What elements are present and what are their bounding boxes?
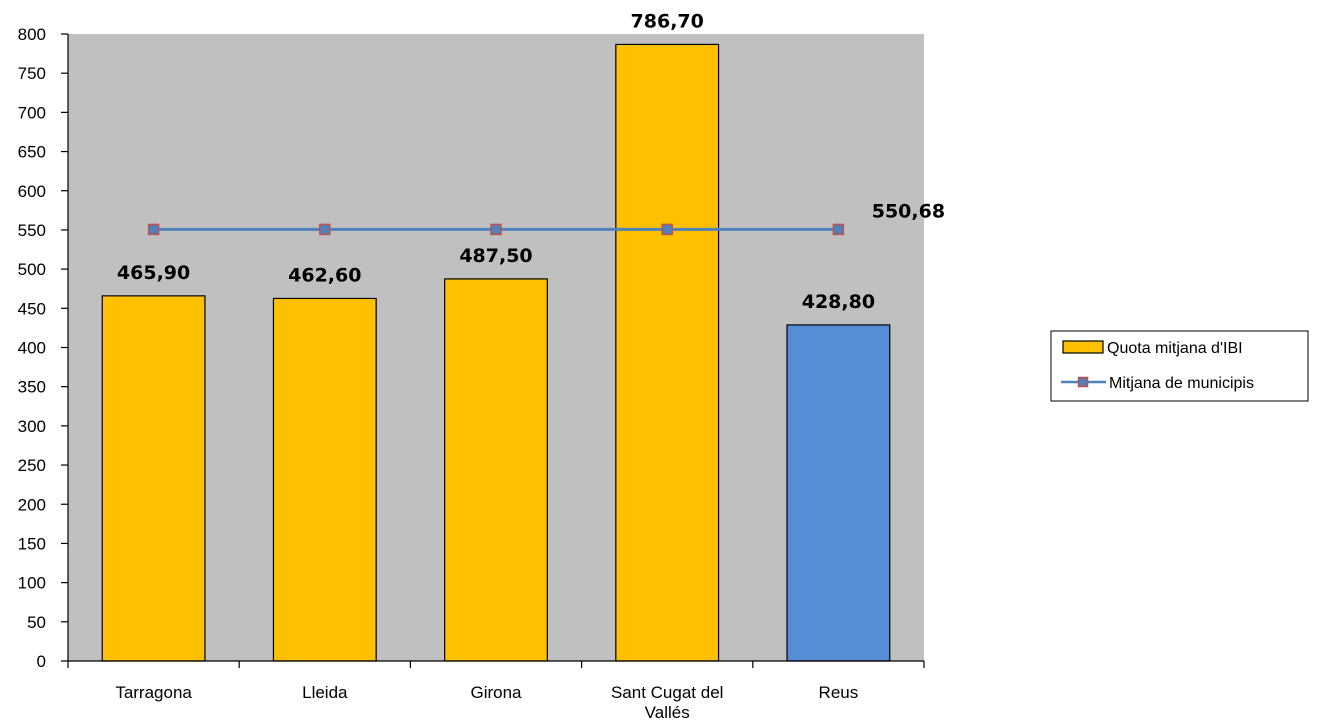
x-tick-label: Tarragona: [115, 683, 192, 702]
x-tick-label: Lleida: [302, 683, 348, 702]
x-tick-label: Girona: [470, 683, 522, 702]
x-tick-label: Sant Cugat del: [611, 683, 723, 702]
y-tick-label: 600: [18, 182, 46, 201]
y-tick-label: 800: [18, 25, 46, 44]
y-tick-label: 350: [18, 378, 46, 397]
legend: Quota mitjana d'IBI Mitjana de municipis: [1050, 330, 1309, 402]
average-line-marker: [319, 223, 331, 236]
bar-data-label: 786,70: [631, 10, 704, 32]
bar-sant-cugat-del-vallés: [615, 43, 720, 662]
x-tick-label: Vallés: [645, 703, 690, 722]
y-tick-label: 400: [18, 339, 46, 358]
bar-data-label: 428,80: [802, 291, 875, 313]
bar-tarragona: [101, 295, 206, 662]
x-tick-label: Reus: [819, 683, 859, 702]
y-tick-label: 50: [27, 613, 46, 632]
y-tick-label: 150: [18, 534, 46, 553]
legend-label-mitjana: Mitjana de municipis: [1109, 375, 1254, 392]
average-line-marker: [490, 223, 502, 236]
average-data-label: 550,68: [872, 200, 945, 222]
average-line-marker: [661, 223, 673, 236]
y-tick-label: 700: [18, 103, 46, 122]
bar-data-label: 462,60: [288, 264, 361, 286]
legend-label-quota: Quota mitjana d'IBI: [1107, 340, 1243, 357]
y-tick-label: 750: [18, 64, 46, 83]
y-tick-label: 550: [18, 221, 46, 240]
legend-swatch-marker: [1077, 376, 1089, 388]
y-tick-label: 500: [18, 260, 46, 279]
bar-girona: [444, 278, 548, 662]
bar-lleida: [272, 297, 377, 662]
y-tick-label: 100: [18, 574, 46, 593]
bar-reus: [786, 324, 891, 662]
y-tick-label: 650: [18, 143, 46, 162]
legend-swatch-bar: [1062, 340, 1104, 354]
y-tick-label: 250: [18, 456, 46, 475]
bar-data-label: 487,50: [459, 245, 532, 267]
average-line-marker: [832, 223, 845, 236]
y-tick-label: 300: [18, 417, 46, 436]
average-line-marker: [147, 223, 160, 236]
y-tick-label: 200: [18, 495, 46, 514]
bar-data-label: 465,90: [117, 262, 190, 284]
y-tick-label: 0: [37, 652, 46, 671]
y-tick-label: 450: [18, 299, 46, 318]
